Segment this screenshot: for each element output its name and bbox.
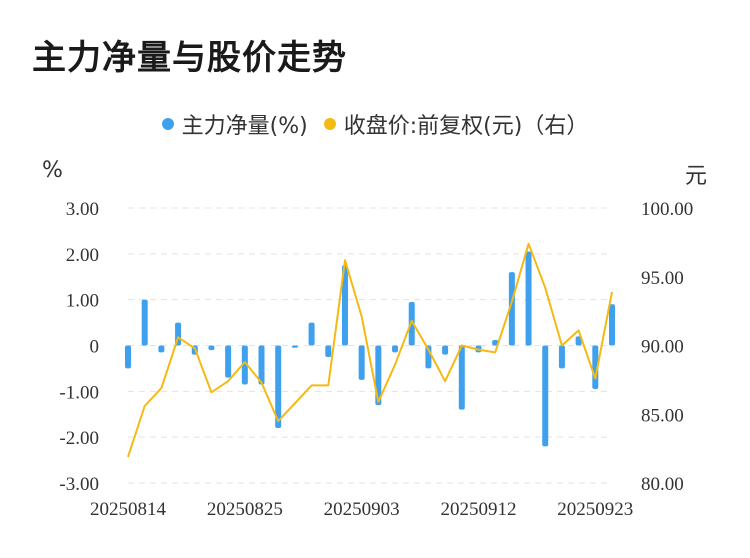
net-flow-bar <box>158 345 165 353</box>
net-flow-bar <box>508 272 515 346</box>
net-flow-bar <box>492 340 499 346</box>
net-flow-bar <box>208 345 215 351</box>
left-tick-label: -2.00 <box>59 428 99 449</box>
net-flow-bar <box>525 251 532 346</box>
net-flow-bar <box>592 345 599 390</box>
left-tick-label: 3.00 <box>66 199 99 220</box>
x-axis-ticks: 20250814 20250825 20250903 20250912 20250923 <box>90 499 633 520</box>
net-flow-bar <box>609 304 615 346</box>
close-price-line <box>127 242 613 458</box>
right-tick-label: 90.00 <box>641 337 684 358</box>
net-flow-bar <box>225 345 232 378</box>
right-tick-label: 100.00 <box>641 199 693 220</box>
x-tick-label: 20250923 <box>557 499 633 520</box>
x-tick-label: 20250814 <box>90 499 167 520</box>
legend-net-flow-label: 主力净量(%) <box>181 114 308 139</box>
net-flow-bar <box>358 345 365 380</box>
chart-legend: 主力净量(%) 收盘价:前复权(元)（右） <box>0 108 750 140</box>
net-flow-bar <box>125 345 131 369</box>
x-tick-label: 20250825 <box>207 499 283 520</box>
close-price-polyline <box>127 242 613 458</box>
x-tick-label: 20250903 <box>324 499 400 520</box>
net-flow-bar <box>325 345 332 357</box>
net-flow-bar <box>558 345 565 369</box>
net-flow-bar <box>408 301 415 346</box>
net-flow-bar <box>542 345 549 447</box>
legend-item-net-flow[interactable]: 主力净量(%) <box>161 108 308 140</box>
right-tick-label: 85.00 <box>641 405 684 426</box>
legend-close-price-label: 收盘价:前复权(元)（右） <box>343 114 589 139</box>
net-flow-bar <box>458 345 465 410</box>
legend-line-swatch <box>323 118 336 130</box>
left-tick-label: 1.00 <box>66 291 99 312</box>
net-flow-bar <box>308 322 315 346</box>
right-tick-label: 80.00 <box>641 474 684 495</box>
x-tick-label: 20250912 <box>440 499 516 520</box>
left-tick-label: 2.00 <box>66 245 99 266</box>
net-flow-bar <box>392 345 399 353</box>
net-flow-bar <box>258 345 265 385</box>
net-flow-bar <box>275 345 282 428</box>
legend-bar-swatch <box>161 118 174 130</box>
right-axis-unit: 元 <box>685 164 708 189</box>
left-tick-label: -3.00 <box>59 474 99 495</box>
net-flow-bar <box>341 265 348 346</box>
net-flow-bar <box>442 345 449 355</box>
legend-item-close-price[interactable]: 收盘价:前复权(元)（右） <box>323 108 589 140</box>
right-axis-ticks: 100.00 95.00 90.00 85.00 80.00 <box>641 199 693 495</box>
right-tick-label: 95.00 <box>641 268 684 289</box>
net-flow-bar <box>141 299 148 346</box>
left-axis-unit: % <box>42 158 63 183</box>
chart-title: 主力净量与股价走势 <box>32 38 347 78</box>
left-tick-label: 0 <box>90 337 100 358</box>
net-flow-bars <box>125 251 615 447</box>
net-flow-bar <box>291 345 298 348</box>
grid-lines <box>128 207 612 484</box>
net-flow-bar <box>575 336 582 346</box>
left-axis-ticks: 3.00 2.00 1.00 0 -1.00 -2.00 -3.00 <box>59 199 99 495</box>
left-tick-label: -1.00 <box>59 382 99 403</box>
net-flow-bar <box>241 345 248 385</box>
